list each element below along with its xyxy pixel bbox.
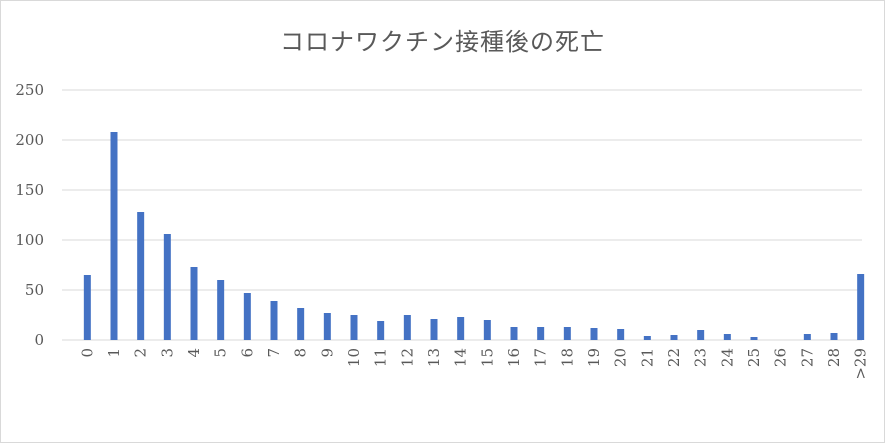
gridlines — [62, 89, 862, 341]
bar-16 — [510, 327, 518, 340]
bar-28 — [830, 333, 838, 340]
bars — [83, 132, 865, 340]
y-tick-label: 50 — [25, 281, 44, 299]
x-tick-label: 15 — [478, 348, 496, 367]
x-tick-label: 10 — [345, 348, 363, 367]
x-tick-label: 28 — [825, 348, 843, 367]
x-tick-label: 24 — [718, 348, 736, 367]
x-tick-label: 5 — [212, 348, 230, 358]
x-tick-label: 14 — [452, 348, 470, 367]
bar-8 — [297, 308, 305, 340]
x-tick-label: 17 — [532, 348, 550, 367]
bar-27 — [803, 334, 811, 340]
bar-6 — [243, 293, 251, 340]
y-tick-label: 200 — [15, 131, 44, 149]
bar-11 — [377, 321, 385, 340]
x-tick-label: 6 — [238, 348, 256, 358]
x-axis-ticks: 0 1 2 3 4 5 6 7 8 9 10 11 12 13 14 15 16 17 18 19 20 21 22 23 24… — [78, 348, 869, 380]
x-tick-label: >29 — [852, 348, 870, 380]
bar-17 — [537, 327, 545, 340]
x-tick-label: 4 — [185, 348, 203, 358]
bar-10 — [350, 315, 358, 340]
bar-21 — [643, 336, 651, 340]
y-tick-label: 0 — [34, 331, 44, 349]
bar-25 — [750, 337, 758, 340]
x-tick-label: 20 — [612, 348, 630, 367]
bar-1 — [110, 132, 118, 340]
x-tick-label: 9 — [318, 348, 336, 358]
x-tick-label: 2 — [132, 348, 150, 358]
y-tick-label: 100 — [15, 231, 44, 249]
x-tick-label: 22 — [665, 348, 683, 367]
bar-23 — [697, 330, 705, 340]
x-tick-label: 18 — [558, 348, 576, 367]
y-tick-label: 250 — [15, 81, 44, 99]
bar-5 — [217, 280, 225, 340]
x-tick-label: 3 — [158, 348, 176, 358]
x-tick-label: 25 — [745, 348, 763, 367]
x-tick-label: 19 — [585, 348, 603, 367]
x-tick-label: 0 — [78, 348, 96, 358]
bar-14 — [457, 317, 465, 340]
x-tick-label: 23 — [692, 348, 710, 367]
x-tick-label: 7 — [265, 348, 283, 358]
bar-4 — [190, 267, 198, 340]
bar-20 — [617, 329, 625, 340]
bar-7 — [270, 301, 278, 340]
x-tick-label: 11 — [372, 348, 390, 367]
x-tick-label: 27 — [798, 348, 816, 367]
x-tick-label: 8 — [292, 348, 310, 358]
x-tick-label: 21 — [638, 348, 656, 367]
x-tick-label: 16 — [505, 348, 523, 367]
bar-15 — [483, 320, 491, 340]
chart-title: コロナワクチン接種後の死亡 — [280, 28, 605, 56]
bar-22 — [670, 335, 678, 340]
x-tick-label: 12 — [398, 348, 416, 367]
bar-9 — [323, 313, 331, 340]
y-axis-ticks: 0 50 100 150 200 250 — [15, 81, 44, 349]
bar-24 — [723, 334, 731, 340]
bar-13 — [430, 319, 438, 340]
y-tick-label: 150 — [15, 181, 44, 199]
x-tick-label: 26 — [772, 348, 790, 367]
bar-2 — [137, 212, 145, 340]
bar-3 — [163, 234, 171, 340]
x-tick-label: 1 — [105, 348, 123, 358]
bar->29 — [857, 274, 865, 340]
bar-0 — [83, 275, 91, 340]
bar-12 — [403, 315, 411, 340]
x-tick-label: 13 — [425, 348, 443, 367]
bar-19 — [590, 328, 598, 340]
bar-18 — [563, 327, 571, 340]
